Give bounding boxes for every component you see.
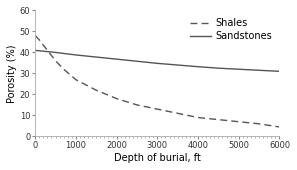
Sandstones — [257, 69, 261, 71]
Shales — [34, 35, 37, 37]
Shales — [176, 112, 179, 114]
Sandstones — [278, 70, 281, 72]
Sandstones — [176, 64, 179, 66]
Shales — [257, 123, 261, 125]
Sandstones — [34, 49, 37, 51]
Sandstones — [54, 51, 57, 53]
Sandstones — [115, 58, 119, 60]
Sandstones — [74, 54, 78, 56]
Sandstones — [217, 67, 220, 69]
Y-axis label: Porosity (%): Porosity (%) — [7, 44, 17, 103]
Shales — [54, 60, 57, 62]
Shales — [237, 121, 241, 123]
Line: Shales: Shales — [35, 36, 279, 127]
Sandstones — [156, 62, 159, 64]
X-axis label: Depth of burial, ft: Depth of burial, ft — [114, 153, 201, 163]
Shales — [37, 39, 41, 41]
Shales — [74, 79, 78, 81]
Shales — [135, 104, 139, 106]
Shales — [46, 49, 49, 51]
Sandstones — [196, 66, 200, 68]
Shales — [156, 108, 159, 110]
Sandstones — [94, 56, 98, 58]
Shales — [62, 68, 66, 70]
Sandstones — [237, 68, 241, 70]
Shales — [196, 116, 200, 118]
Shales — [278, 126, 281, 128]
Sandstones — [135, 60, 139, 62]
Shales — [94, 89, 98, 91]
Shales — [217, 119, 220, 121]
Shales — [115, 98, 119, 100]
Legend: Shales, Sandstones: Shales, Sandstones — [187, 15, 275, 44]
Line: Sandstones: Sandstones — [35, 50, 279, 71]
